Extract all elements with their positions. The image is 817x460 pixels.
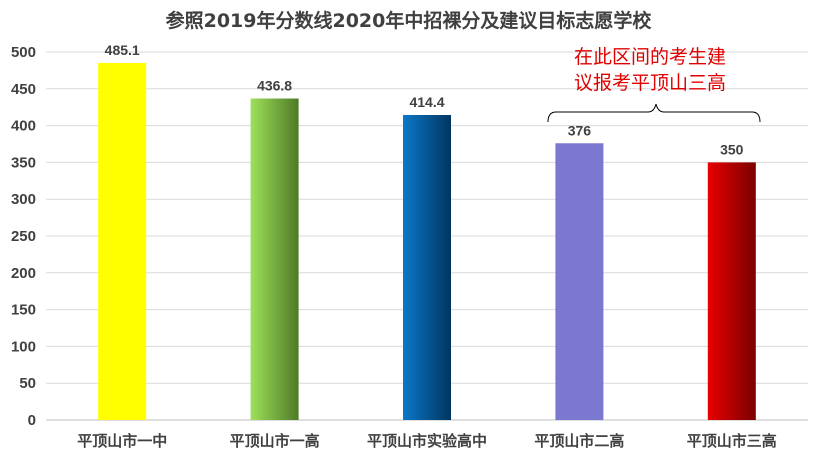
x-tick-label: 平顶山市一中: [77, 432, 167, 450]
chart-title: 参照2019年分数线2020年中招裸分及建议目标志愿学校: [165, 10, 652, 32]
annotation-text: 在此区间的考生建 议报考平顶山三高: [540, 44, 760, 96]
y-tick-label: 450: [11, 81, 36, 98]
bar: [555, 143, 604, 420]
data-label: 436.8: [257, 78, 292, 94]
data-label: 414.4: [409, 94, 444, 110]
bar: [98, 62, 147, 420]
x-tick-label: 平顶山市实验高中: [367, 432, 487, 450]
y-tick-label: 200: [11, 265, 36, 282]
annotation-brace: [547, 103, 761, 123]
bar: [250, 98, 299, 420]
y-tick-label: 400: [11, 118, 36, 135]
y-tick-label: 300: [11, 191, 36, 208]
y-tick-label: 0: [28, 412, 36, 429]
y-tick-label: 350: [11, 154, 36, 171]
x-tick-label: 平顶山市一高: [230, 432, 320, 450]
y-tick-label: 150: [11, 302, 36, 319]
y-tick-label: 50: [19, 375, 36, 392]
bar: [403, 115, 451, 421]
annotation-line-1: 在此区间的考生建: [573, 46, 726, 68]
x-tick-label: 平顶山市二高: [534, 432, 624, 450]
data-label: 376: [568, 122, 592, 138]
y-tick-label: 100: [11, 338, 36, 355]
bar: [707, 162, 756, 420]
data-label: 350: [720, 141, 744, 157]
data-label: 485.1: [105, 42, 140, 58]
x-tick-label: 平顶山市三高: [687, 432, 777, 450]
y-tick-label: 250: [11, 228, 36, 245]
annotation-line-2: 议报考平顶山三高: [573, 72, 726, 94]
y-tick-label: 500: [11, 44, 36, 61]
